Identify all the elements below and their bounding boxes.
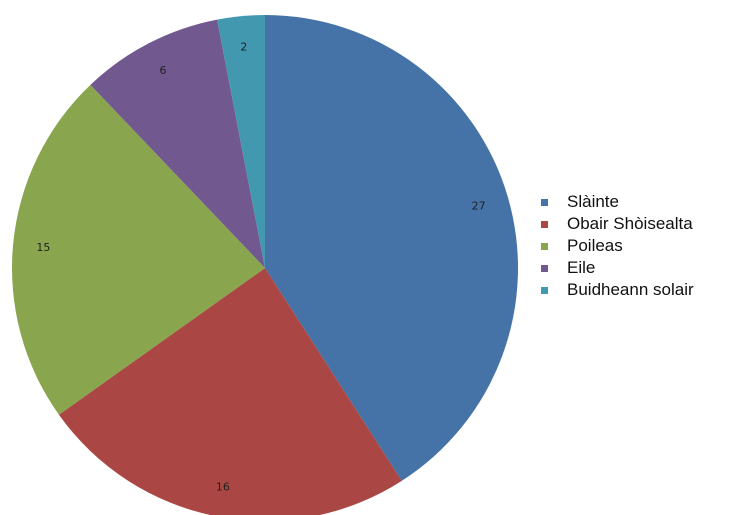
slice-data-label-1: 16 [216, 481, 230, 494]
chart-legend: Slàinte Obair Shòisealta Poileas Eile Buidhe… [541, 191, 694, 301]
slice-data-label-0: 27 [472, 199, 486, 212]
pie-slice-4 [217, 15, 265, 268]
legend-label-2: Poileas [567, 236, 623, 255]
slice-data-label-2: 15 [36, 241, 50, 254]
legend-label-0: Slàinte [567, 192, 619, 211]
legend-item-3: Eile [541, 257, 694, 279]
pie-slice-1 [58, 268, 402, 515]
legend-swatch-1 [541, 220, 548, 228]
legend-item-4: Buidheann solair [541, 279, 694, 301]
slice-data-label-3: 6 [159, 64, 166, 77]
legend-swatch-4 [541, 286, 548, 294]
pie-slice-2 [12, 84, 265, 415]
pie-slice-0 [265, 15, 519, 481]
legend-item-2: Poileas [541, 235, 694, 257]
legend-swatch-2 [541, 242, 548, 250]
legend-label-1: Obair Shòisealta [567, 214, 693, 233]
legend-label-3: Eile [567, 258, 596, 277]
legend-item-1: Obair Shòisealta [541, 213, 694, 235]
legend-item-0: Slàinte [541, 191, 694, 213]
legend-swatch-0 [541, 198, 548, 206]
legend-label-4: Buidheann solair [567, 280, 694, 299]
slice-data-label-4: 2 [240, 40, 247, 53]
legend-swatch-3 [541, 264, 548, 272]
pie-slice-3 [90, 19, 266, 269]
